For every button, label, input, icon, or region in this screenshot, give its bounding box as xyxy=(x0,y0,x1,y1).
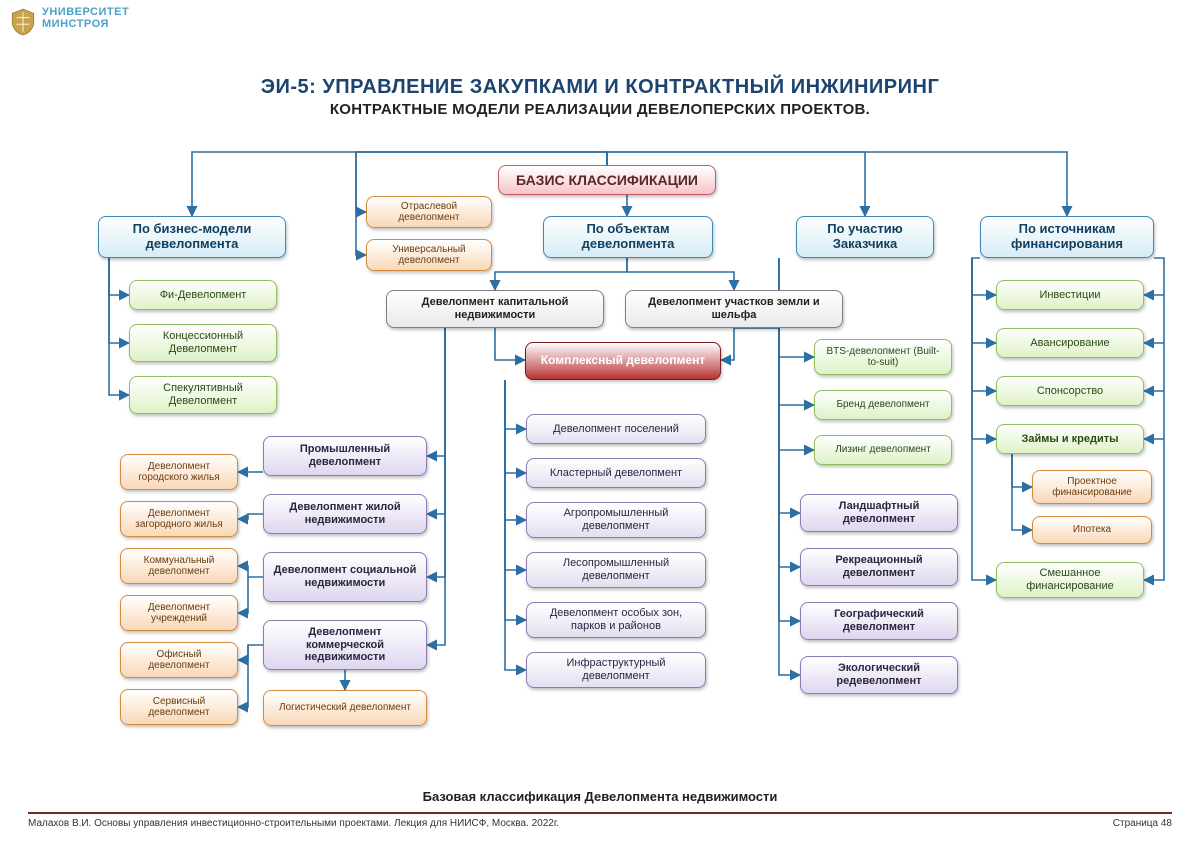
node-l3: Географический девелопмент xyxy=(800,602,958,640)
slide-subtitle: КОНТРАКТНЫЕ МОДЕЛИ РЕАЛИЗАЦИИ ДЕВЕЛОПЕРС… xyxy=(0,101,1200,118)
logo-text: УНИВЕРСИТЕТ МИНСТРОЯ xyxy=(42,6,129,30)
node-cat1: По бизнес-модели девелопмента xyxy=(98,216,286,258)
footer-right: Страница 48 xyxy=(1113,818,1172,829)
footer-rule xyxy=(28,812,1172,814)
node-l1: Ландшафтный девелопмент xyxy=(800,494,958,532)
node-cap5: Логистический девелопмент xyxy=(263,690,427,726)
node-cap2: Девелопмент жилой недвижимости xyxy=(263,494,427,534)
node-bm3: Спекулятивный Девелопмент xyxy=(129,376,277,414)
diagram-caption: Базовая классификация Девелопмента недви… xyxy=(0,789,1200,804)
node-cat3: По участию Заказчика xyxy=(796,216,934,258)
node-f4: Займы и кредиты xyxy=(996,424,1144,454)
node-bm1: Фи-Девелопмент xyxy=(129,280,277,310)
node-f3: Спонсорство xyxy=(996,376,1144,406)
node-l2: Рекреационный девелопмент xyxy=(800,548,958,586)
node-o1: Девелопмент городского жилья xyxy=(120,454,238,490)
node-g2: Универсальный девелопмент xyxy=(366,239,492,271)
logo-top: УНИВЕРСИТЕТ xyxy=(42,6,129,18)
node-o6: Сервисный девелопмент xyxy=(120,689,238,725)
node-cap3: Девелопмент социальной недвижимости xyxy=(263,552,427,602)
footer-left: Малахов В.И. Основы управления инвестици… xyxy=(28,818,559,829)
node-f2: Авансирование xyxy=(996,328,1144,358)
node-f1: Инвестиции xyxy=(996,280,1144,310)
node-f4a: Проектное финансирование xyxy=(1032,470,1152,504)
node-complex: Комплексный девелопмент xyxy=(525,342,721,380)
node-f5: Смешанное финансирование xyxy=(996,562,1144,598)
node-l4: Экологический редевелопмент xyxy=(800,656,958,694)
node-g1: Отраслевой девелопмент xyxy=(366,196,492,228)
slide-title: ЭИ-5: УПРАВЛЕНИЕ ЗАКУПКАМИ И КОНТРАКТНЫЙ… xyxy=(0,76,1200,99)
node-o3: Коммунальный девелопмент xyxy=(120,548,238,584)
node-o5: Офисный девелопмент xyxy=(120,642,238,678)
node-z2: Бренд девелопмент xyxy=(814,390,952,420)
node-c2: Кластерный девелопмент xyxy=(526,458,706,488)
node-cap4: Девелопмент коммерческой недвижимости xyxy=(263,620,427,670)
node-o4: Девелопмент учреждений xyxy=(120,595,238,631)
node-root: БАЗИС КЛАССИФИКАЦИИ xyxy=(498,165,716,195)
node-o2: Девелопмент загородного жилья xyxy=(120,501,238,537)
node-c6: Инфраструктурный девелопмент xyxy=(526,652,706,688)
node-z3: Лизинг девелопмент xyxy=(814,435,952,465)
node-z1: BTS-девелопмент (Built-to-suit) xyxy=(814,339,952,375)
logo-emblem xyxy=(10,8,36,36)
node-c5: Девелопмент особых зон, парков и районов xyxy=(526,602,706,638)
node-cat2: По объектам девелопмента xyxy=(543,216,713,258)
node-bm2: Концессионный Девелопмент xyxy=(129,324,277,362)
node-c3: Агропромышленный девелопмент xyxy=(526,502,706,538)
node-c4: Лесопромышленный девелопмент xyxy=(526,552,706,588)
node-obj1: Девелопмент капитальной недвижимости xyxy=(386,290,604,328)
node-obj2: Девелопмент участков земли и шельфа xyxy=(625,290,843,328)
node-cat4: По источникам финансирования xyxy=(980,216,1154,258)
node-c1: Девелопмент поселений xyxy=(526,414,706,444)
logo-bottom: МИНСТРОЯ xyxy=(42,18,129,30)
node-f4b: Ипотека xyxy=(1032,516,1152,544)
node-cap1: Промышленный девелопмент xyxy=(263,436,427,476)
